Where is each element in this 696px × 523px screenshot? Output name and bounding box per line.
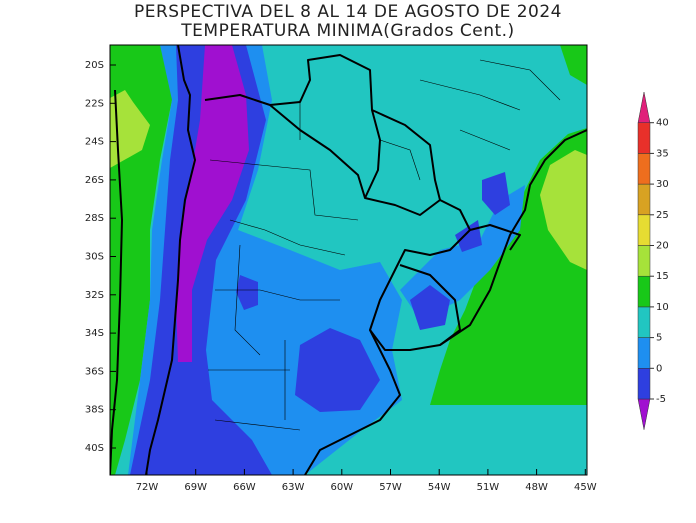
colorbar-bin <box>637 368 651 400</box>
coastline <box>110 89 123 475</box>
colorbar-bin <box>637 214 651 246</box>
colorbar-bin <box>637 245 651 277</box>
lon-label: 60W <box>330 482 353 493</box>
lon-label: 66W <box>233 482 256 493</box>
lon-label: 57W <box>379 482 402 493</box>
lat-label: 32S <box>85 290 104 301</box>
colorbar-bin <box>637 275 651 308</box>
title-line: PERSPECTIVA DEL 8 AL 14 DE AGOSTO DE 202… <box>134 2 562 22</box>
lat-label: 24S <box>85 137 104 148</box>
lon-label: 45W <box>574 482 597 493</box>
colorbar-label: 30 <box>656 179 669 190</box>
country-border <box>145 45 196 475</box>
coastline <box>439 129 587 346</box>
field-lightgreen <box>540 150 587 270</box>
lat-label: 26S <box>85 175 104 186</box>
lon-label: 72W <box>136 482 159 493</box>
field-darkblue <box>236 275 258 310</box>
colorbar-bin <box>637 91 651 123</box>
lon-label: 54W <box>428 482 451 493</box>
colorbar-label: 40 <box>656 118 669 129</box>
lat-label: 34S <box>85 328 104 339</box>
province-border <box>208 59 561 431</box>
lon-label: 63W <box>282 482 305 493</box>
lat-label: 38S <box>85 405 104 416</box>
colorbar-label: 15 <box>656 271 669 282</box>
colorbar-label: -5 <box>656 394 666 405</box>
field-purple <box>176 45 249 362</box>
country-border <box>469 224 521 251</box>
colorbar-bin <box>637 337 651 369</box>
country-border <box>364 109 381 199</box>
lon-label: 69W <box>184 482 207 493</box>
coastline <box>304 329 401 475</box>
lat-label: 40S <box>85 443 104 454</box>
lon-label: 51W <box>477 482 500 493</box>
colorbar-bin <box>637 122 651 154</box>
colorbar-bin <box>637 153 651 185</box>
lat-label: 22S <box>85 98 104 109</box>
country-border <box>369 199 471 351</box>
country-border <box>204 54 441 216</box>
lat-label: 36S <box>85 366 104 377</box>
lon-label: 48W <box>525 482 548 493</box>
colorbar-bin <box>637 183 651 216</box>
colorbar-label: 10 <box>656 302 669 313</box>
field-darkblue <box>482 172 510 215</box>
field-darkblue <box>410 285 450 330</box>
field-darkblue <box>295 328 380 412</box>
map-frame <box>109 44 588 476</box>
map <box>110 45 587 475</box>
colorbar-bin <box>637 398 651 430</box>
title-line: TEMPERATURA MINIMA(Grados Cent.) <box>180 21 514 41</box>
colorbar-label: 5 <box>656 333 662 344</box>
colorbar-label: 25 <box>656 210 669 221</box>
lat-label: 28S <box>85 213 104 224</box>
colorbar-bin <box>637 306 651 338</box>
field-green <box>560 45 587 85</box>
lat-label: 30S <box>85 252 104 263</box>
lat-label: 20S <box>85 60 104 71</box>
colorbar-label: 0 <box>656 363 662 374</box>
colorbar-label: 20 <box>656 241 669 252</box>
field-lightgreen <box>110 90 150 168</box>
colorbar-label: 35 <box>656 148 669 159</box>
